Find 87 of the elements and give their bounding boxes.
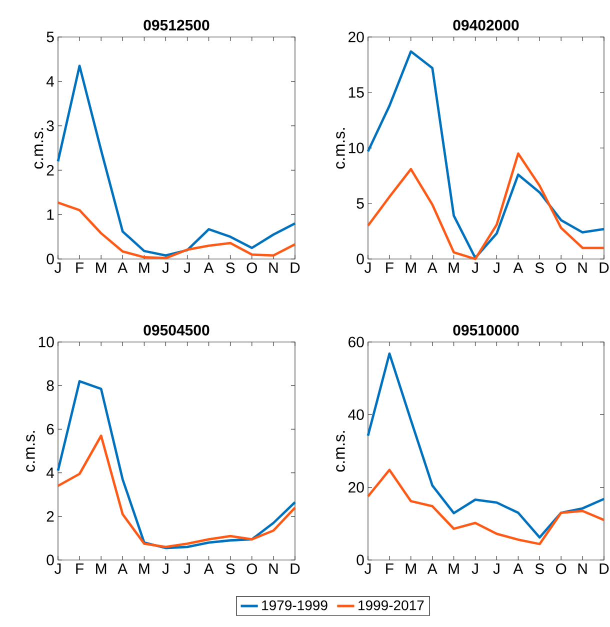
x-tick-label: M [139,262,150,273]
x-tick-label: A [118,262,128,273]
x-tick-label: M [448,564,459,574]
x-tick-label: A [513,564,524,574]
y-tick-label: 0 [356,554,364,566]
y-tick-label: 0 [356,254,364,264]
chart-title: 09510000 [453,324,519,336]
x-tick-label: J [493,262,500,273]
x-tick-label: A [513,262,524,273]
legend-label: 1999-2017 [358,600,424,610]
y-tick-label: 15 [348,87,364,98]
x-tick-label: D [290,564,300,574]
y-tick-label: 5 [46,32,54,42]
x-tick-label: J [472,564,478,574]
x-tick-label: J [54,262,61,273]
line-series [366,50,606,260]
x-tick-label: M [96,262,106,273]
x-tick-label: D [290,262,300,273]
x-tick-label: J [184,564,190,574]
y-tick-label: 5 [356,198,364,209]
x-tick-label: J [184,262,190,273]
x-tick-label: J [162,564,168,574]
chart-title: 09402000 [453,20,519,30]
x-tick-label: F [386,564,394,574]
x-tick-label: M [406,564,416,574]
x-tick-label: O [246,564,258,574]
x-tick-label: N [578,564,587,574]
x-tick-label: J [54,564,61,574]
x-tick-label: F [386,262,394,273]
y-axis-title: c.m.s. [26,431,35,472]
chart-title: 09504500 [144,324,210,336]
x-tick-label: F [76,262,84,273]
x-tick-label: A [427,262,438,273]
x-tick-label: S [226,262,235,274]
x-tick-label: J [162,262,168,273]
y-axis-title: c.m.s. [336,128,345,169]
x-tick-label: S [535,564,544,574]
x-tick-label: A [427,564,438,574]
y-tick-label: 10 [38,336,54,348]
x-tick-label: A [118,564,128,574]
y-tick-label: 1 [47,209,54,220]
chart-title: 09512500 [144,20,210,30]
x-tick-label: M [448,262,459,273]
line-series [56,434,296,548]
line-series [56,64,296,257]
x-tick-label: M [96,564,106,574]
y-tick-label: 2 [46,164,54,176]
x-tick-label: F [76,564,84,574]
y-tick-label: 8 [46,380,54,391]
x-tick-label: O [556,564,566,574]
x-tick-label: D [600,262,609,273]
line-series [366,468,606,546]
x-tick-label: D [600,564,609,574]
y-tick-label: 20 [348,32,364,42]
x-tick-label: N [578,262,587,273]
x-tick-label: M [139,564,150,574]
y-tick-label: 3 [46,120,54,132]
y-tick-label: 40 [348,409,364,420]
x-tick-label: J [364,564,371,574]
x-tick-label: S [226,564,235,574]
line-series [366,152,606,260]
legend-label: 1979-1999 [262,600,328,610]
line-series [56,380,296,550]
y-tick-label: 60 [348,336,364,348]
y-tick-label: 0 [46,254,54,264]
y-tick-label: 0 [46,554,54,566]
x-tick-label: N [269,262,278,273]
x-tick-label: S [535,262,544,274]
line-series [56,201,296,260]
y-tick-label: 2 [46,511,54,522]
y-tick-label: 6 [46,424,54,434]
y-axis-title: c.m.s. [336,431,345,472]
x-tick-label: N [269,564,278,574]
x-tick-label: J [364,262,371,273]
x-tick-label: J [493,564,500,574]
y-tick-label: 4 [46,468,54,478]
line-series [366,352,606,539]
x-tick-label: J [472,262,478,273]
y-tick-label: 20 [348,482,364,493]
y-tick-label: 4 [46,76,54,87]
x-tick-label: M [406,262,416,273]
x-tick-label: A [204,262,214,273]
x-tick-label: O [246,262,258,274]
y-tick-label: 10 [348,142,364,154]
x-tick-label: A [204,564,214,574]
y-axis-title: c.m.s. [34,128,44,169]
x-tick-label: O [556,262,566,274]
